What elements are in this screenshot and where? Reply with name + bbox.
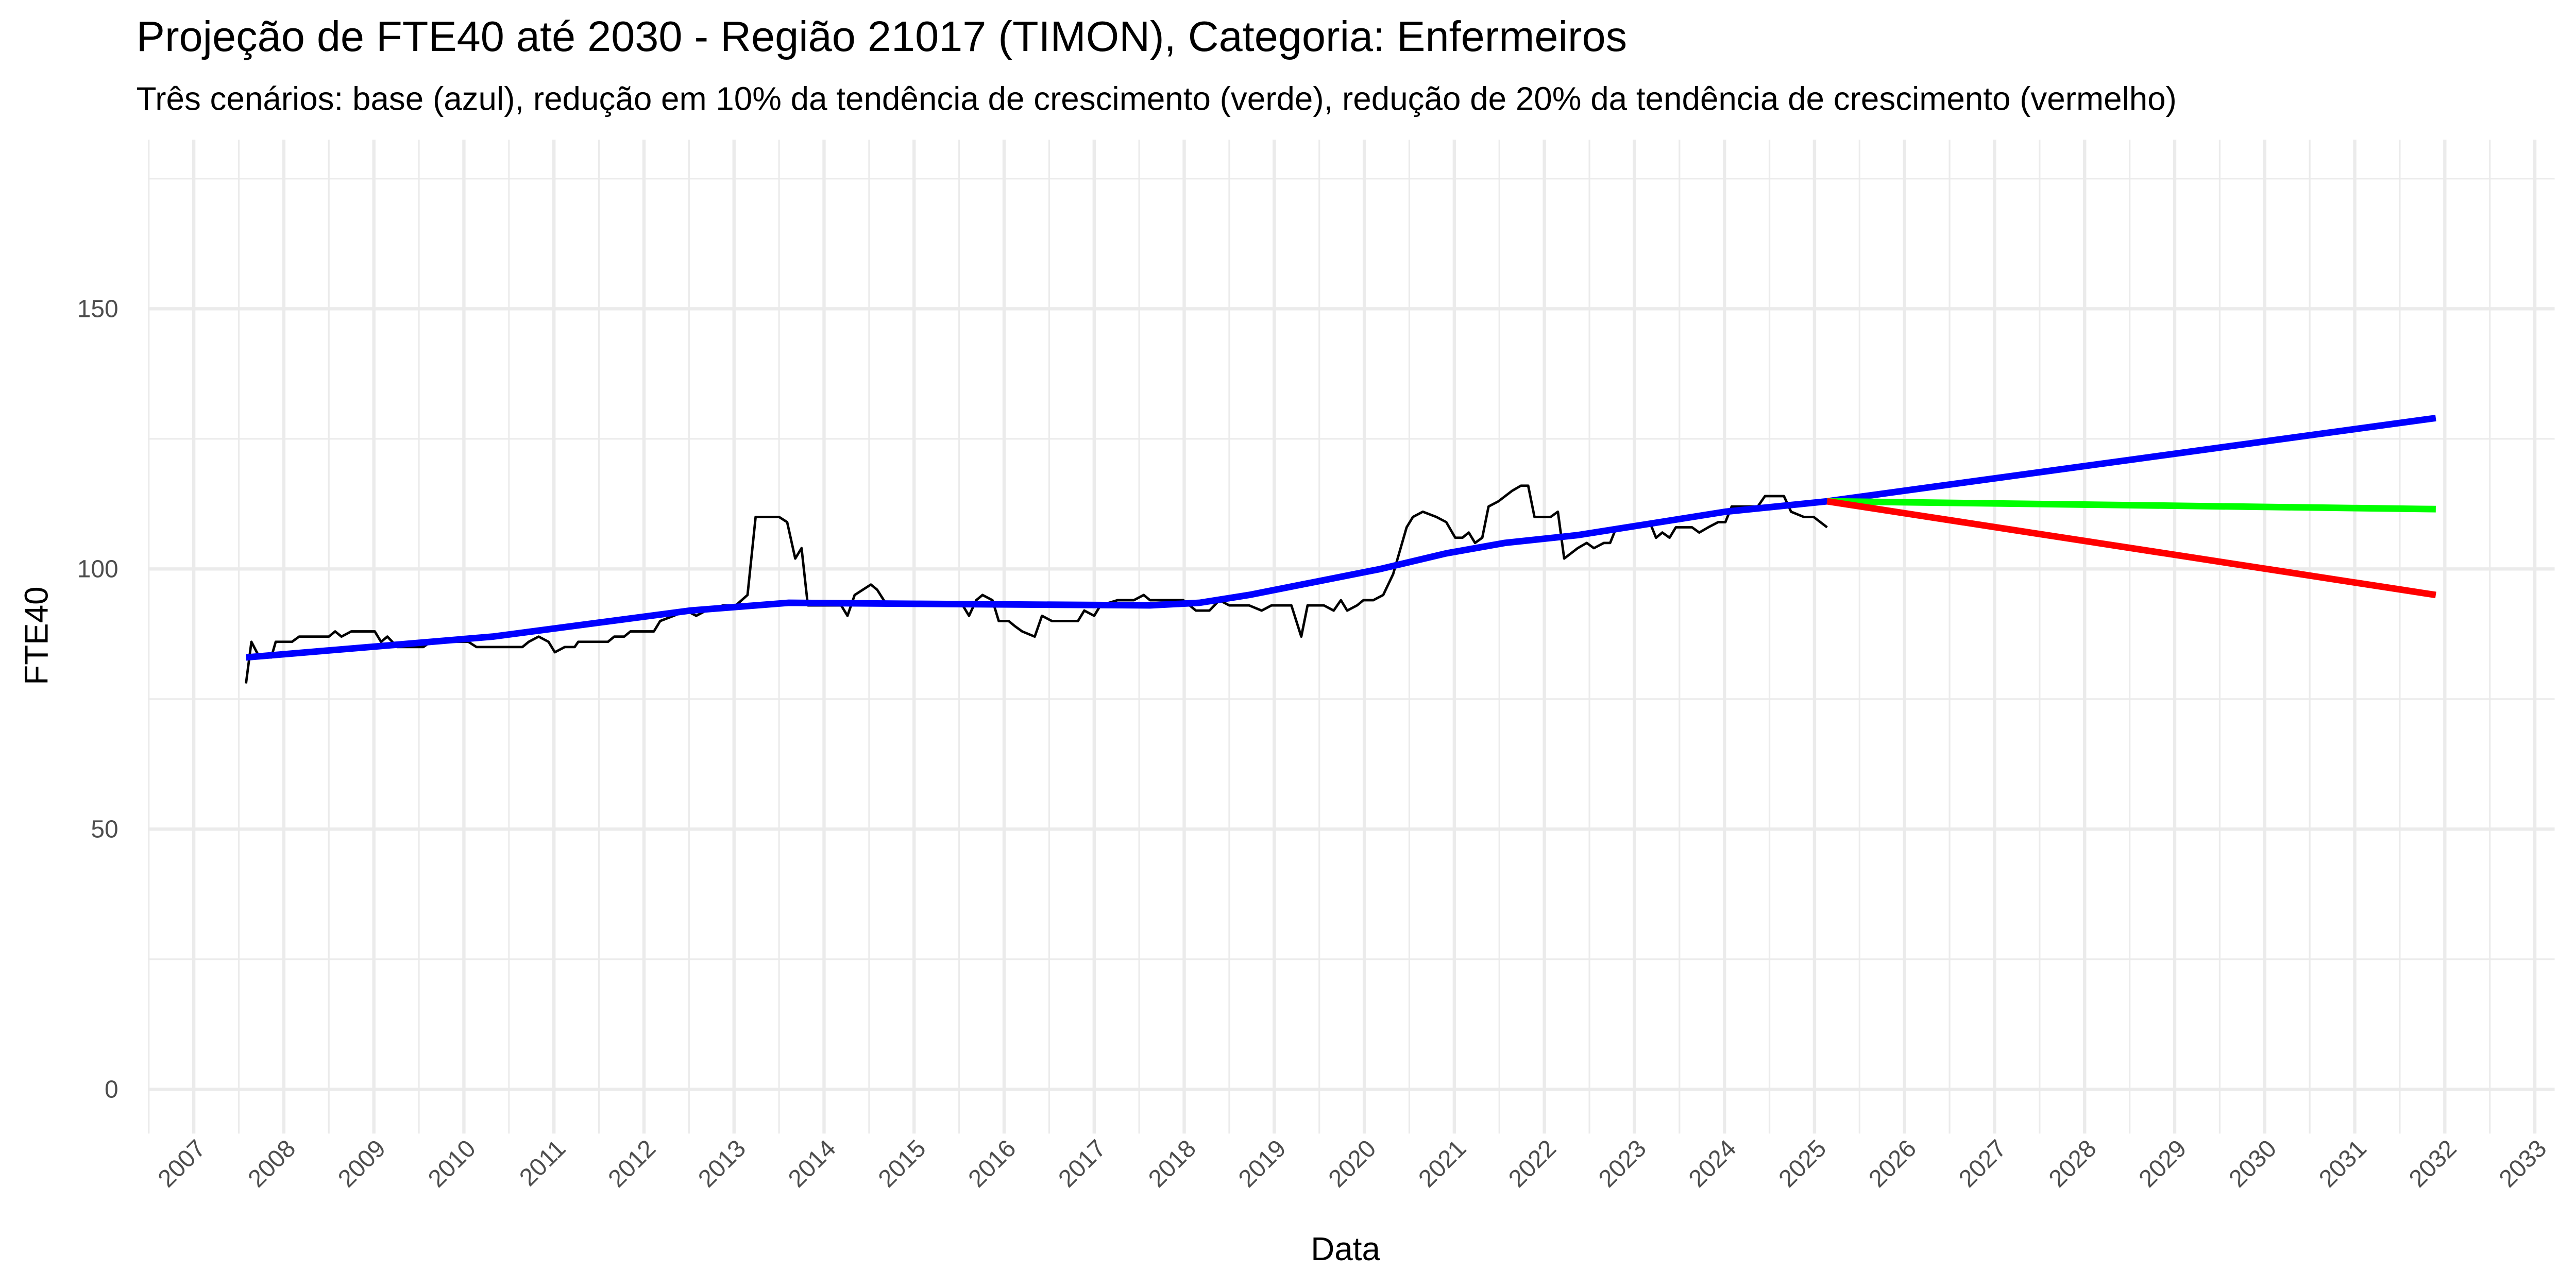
x-tick-label: 2026 bbox=[1863, 1134, 1922, 1193]
x-tick-label: 2010 bbox=[423, 1134, 481, 1193]
x-tick-label: 2029 bbox=[2134, 1134, 2192, 1193]
x-tick-label: 2007 bbox=[153, 1134, 211, 1193]
x-tick-label: 2033 bbox=[2494, 1134, 2552, 1193]
x-tick-label: 2019 bbox=[1233, 1134, 1292, 1193]
x-tick-label: 2031 bbox=[2314, 1134, 2372, 1193]
x-tick-label: 2024 bbox=[1684, 1134, 1742, 1193]
x-tick-label: 2008 bbox=[243, 1134, 301, 1193]
y-tick-label: 50 bbox=[91, 816, 118, 843]
x-tick-label: 2015 bbox=[873, 1134, 931, 1193]
x-tick-label: 2028 bbox=[2044, 1134, 2102, 1193]
y-tick-label: 0 bbox=[105, 1076, 118, 1103]
x-tick-label: 2018 bbox=[1143, 1134, 1201, 1193]
x-tick-label: 2009 bbox=[333, 1134, 391, 1193]
y-tick-label: 150 bbox=[77, 295, 118, 323]
x-tick-label: 2021 bbox=[1413, 1134, 1471, 1193]
x-tick-label: 2011 bbox=[514, 1134, 571, 1191]
series-line bbox=[1826, 498, 2436, 599]
x-tick-label: 2020 bbox=[1324, 1134, 1382, 1193]
x-tick-label: 2027 bbox=[1954, 1134, 2012, 1193]
y-axis-label: FTE40 bbox=[18, 586, 55, 685]
x-tick-label: 2023 bbox=[1594, 1134, 1652, 1193]
series-line bbox=[245, 415, 2436, 661]
x-tick-label: 2017 bbox=[1053, 1134, 1111, 1193]
series-line bbox=[1827, 498, 2436, 513]
x-tick-label: 2012 bbox=[603, 1134, 662, 1193]
y-tick-label: 100 bbox=[77, 555, 118, 583]
x-tick-label: 2014 bbox=[783, 1134, 841, 1193]
x-tick-label: 2025 bbox=[1774, 1134, 1832, 1193]
chart-subtitle: Três cenários: base (azul), redução em 1… bbox=[137, 80, 2177, 117]
x-tick-label: 2016 bbox=[963, 1134, 1022, 1193]
chart-title: Projeção de FTE40 até 2030 - Região 2101… bbox=[137, 12, 1627, 60]
x-tick-label: 2030 bbox=[2224, 1134, 2282, 1193]
x-axis-label: Data bbox=[1311, 1230, 1380, 1267]
x-tick-label: 2032 bbox=[2404, 1134, 2462, 1193]
x-tick-label: 2022 bbox=[1503, 1134, 1562, 1193]
x-tick-label: 2013 bbox=[693, 1134, 751, 1193]
